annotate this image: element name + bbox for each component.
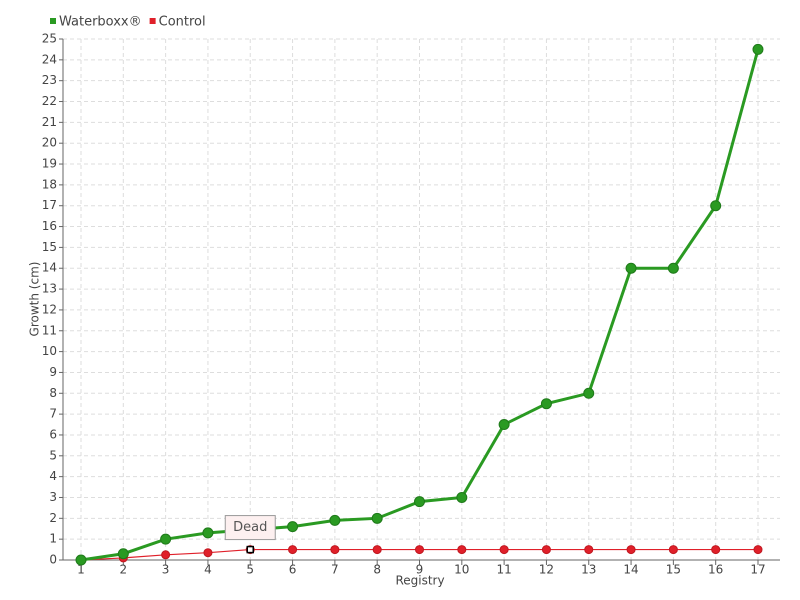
- y-tick-label: 2: [49, 511, 57, 525]
- data-point: [668, 545, 678, 555]
- data-point: [117, 548, 129, 560]
- x-tick-label: 15: [666, 563, 681, 577]
- x-tick-label: 1: [77, 563, 85, 577]
- y-tick-label: 3: [49, 490, 57, 504]
- data-point: [710, 200, 722, 212]
- data-point: [583, 387, 595, 399]
- y-tick-label: 13: [42, 282, 57, 296]
- y-tick-label: 24: [42, 52, 57, 66]
- data-point: [499, 545, 509, 555]
- x-tick-label: 8: [373, 563, 381, 577]
- x-tick-label: 14: [623, 563, 638, 577]
- data-point: [161, 550, 171, 560]
- x-tick-label: 13: [581, 563, 596, 577]
- data-point: [414, 496, 425, 508]
- legend-swatch: [50, 18, 56, 24]
- y-tick-label: 10: [42, 344, 57, 358]
- legend-label: Waterboxx®: [59, 15, 142, 30]
- data-point: [203, 548, 213, 558]
- x-axis-label: Registry: [395, 574, 444, 588]
- x-tick-label: 4: [204, 563, 212, 577]
- y-tick-label: 22: [42, 94, 57, 108]
- data-point: [456, 491, 468, 503]
- y-tick-label: 21: [42, 115, 57, 129]
- y-tick-label: 11: [42, 323, 57, 337]
- data-point: [288, 545, 298, 555]
- data-point: [371, 512, 383, 524]
- data-point: [541, 545, 551, 555]
- y-tick-label: 0: [49, 553, 57, 567]
- data-point: [626, 545, 636, 555]
- y-tick-label: 15: [42, 240, 57, 254]
- legend-label: Control: [159, 15, 206, 30]
- data-point: [711, 545, 721, 555]
- y-tick-label: 6: [49, 427, 57, 441]
- data-point: [498, 419, 510, 431]
- y-tick-label: 14: [42, 261, 57, 275]
- data-point: [160, 533, 172, 545]
- data-point: [75, 554, 87, 566]
- x-tick-label: 12: [539, 563, 554, 577]
- data-point: [287, 521, 299, 533]
- annotation-box: [224, 515, 276, 541]
- y-tick-label: 25: [42, 32, 57, 46]
- data-point: [202, 527, 214, 539]
- y-tick-label: 8: [49, 386, 57, 400]
- y-tick-label: 18: [42, 177, 57, 191]
- legend-swatch: [149, 18, 156, 24]
- x-tick-label: 6: [289, 563, 297, 577]
- y-tick-label: 19: [42, 157, 57, 171]
- y-tick-label: 16: [42, 219, 57, 233]
- y-tick-label: 23: [42, 73, 57, 87]
- annotation-text: Dead: [233, 520, 267, 535]
- data-point: [584, 545, 594, 555]
- data-point: [752, 43, 764, 55]
- data-point: [329, 514, 341, 526]
- data-point: [372, 545, 382, 555]
- y-tick-label: 4: [49, 469, 57, 483]
- y-tick-label: 9: [49, 365, 57, 379]
- y-tick-label: 17: [42, 198, 57, 212]
- data-point: [457, 545, 467, 555]
- x-tick-label: 5: [246, 563, 254, 577]
- y-tick-label: 5: [49, 448, 57, 462]
- data-point: [667, 262, 679, 274]
- data-point: [540, 398, 552, 410]
- y-axis-label: Growth (cm): [28, 262, 42, 337]
- data-point: [625, 262, 637, 274]
- x-tick-label: 10: [454, 563, 469, 577]
- data-point: [415, 545, 424, 555]
- x-tick-label: 17: [750, 563, 765, 577]
- x-tick-label: 11: [496, 563, 511, 577]
- y-tick-label: 1: [49, 532, 57, 546]
- x-tick-label: 2: [119, 563, 127, 577]
- y-tick-label: 12: [42, 302, 57, 316]
- x-tick-label: 3: [162, 563, 170, 577]
- annotation-marker: [246, 545, 254, 554]
- x-tick-label: 7: [331, 563, 339, 577]
- data-point: [330, 545, 340, 555]
- data-point: [753, 545, 763, 555]
- x-tick-label: 9: [416, 563, 424, 577]
- x-tick-label: 16: [708, 563, 723, 577]
- y-tick-label: 20: [42, 136, 57, 150]
- y-tick-label: 7: [49, 407, 57, 421]
